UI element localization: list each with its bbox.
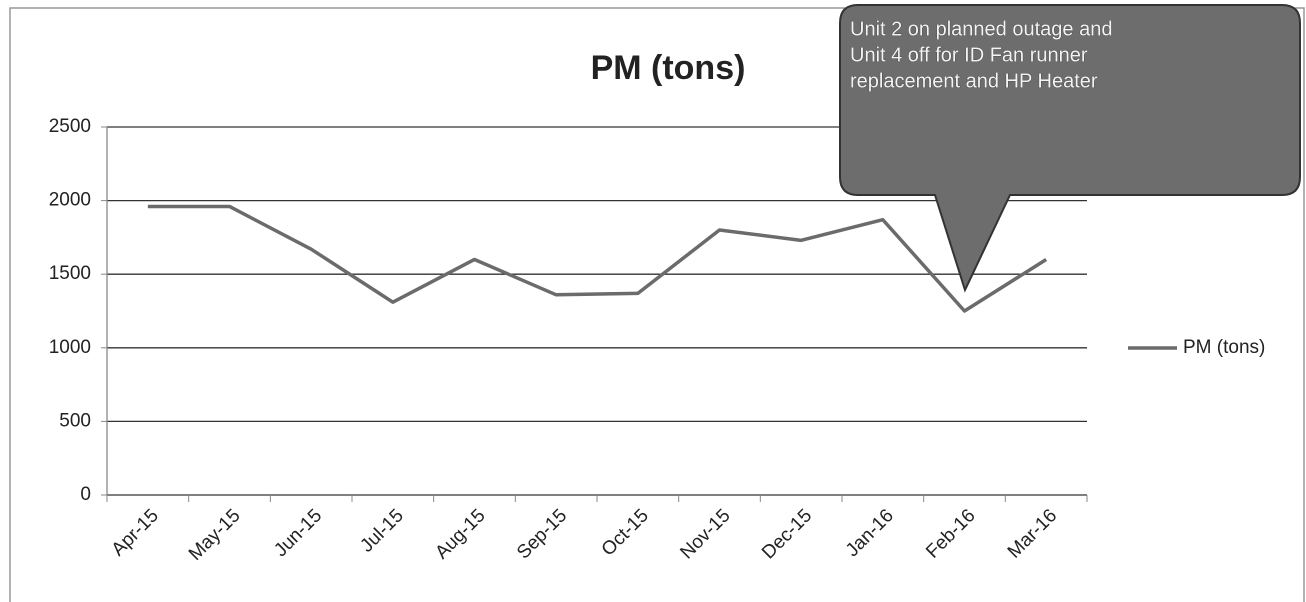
y-tick-label: 1000 [49, 337, 91, 358]
y-tick-label: 500 [59, 410, 91, 431]
y-tick-label: 2000 [49, 190, 91, 211]
annotation: Unit 2 on planned outage and Unit 4 off f… [839, 4, 1301, 293]
y-tick-label: 0 [80, 484, 91, 505]
callout-shape [839, 4, 1301, 293]
y-tick-label: 1500 [49, 263, 91, 284]
annotation-text: replacement and HP Heater [850, 70, 1098, 92]
legend-label: PM (tons) [1183, 337, 1265, 358]
chart-title: PM (tons) [591, 49, 746, 87]
data-line [147, 204, 1048, 313]
x-tick-label: Oct-15 [598, 505, 653, 560]
chart-border [9, 7, 1305, 602]
x-tick-label: May-15 [185, 505, 245, 565]
x-tick-label: Nov-15 [676, 505, 734, 563]
x-tick-label: Apr-15 [108, 505, 163, 560]
x-tick-label: Sep-15 [513, 505, 571, 563]
x-tick-label: Mar-16 [1004, 505, 1061, 562]
y-tick-label: 2500 [49, 116, 91, 137]
x-tick-label: Aug-15 [431, 505, 489, 563]
annotation-text: Unit 2 on planned outage and [850, 18, 1112, 40]
annotation-text: Unit 4 off for ID Fan runner [850, 44, 1088, 66]
x-tick-label: Jan-16 [842, 505, 898, 561]
x-tick-label: Feb-16 [922, 505, 979, 562]
x-tick-label: Jun-15 [270, 505, 326, 561]
x-tick-label: Jul-15 [356, 505, 407, 556]
x-tick-label: Dec-15 [758, 505, 816, 563]
